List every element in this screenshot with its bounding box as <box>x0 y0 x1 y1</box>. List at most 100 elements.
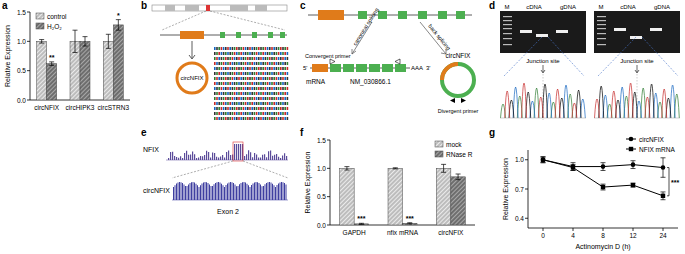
point <box>601 185 605 189</box>
gel-band <box>536 34 548 37</box>
chromosome-band <box>165 5 175 11</box>
ladder-band <box>597 20 606 21</box>
exon <box>318 10 344 20</box>
annotation: *** <box>671 179 679 186</box>
exon <box>343 64 354 72</box>
category-label: circHIPK3 <box>66 104 95 111</box>
error-cap <box>393 168 398 169</box>
exon <box>180 31 204 39</box>
mrna-label: mRNA <box>306 78 326 85</box>
gel <box>594 11 680 53</box>
error-line <box>108 34 109 48</box>
error-cap <box>631 160 636 161</box>
error-cap <box>83 36 88 37</box>
point <box>631 183 635 187</box>
category-label: circNFIX <box>34 104 60 111</box>
sequence-text <box>214 47 288 120</box>
panel-d: McDNAgDNAJunction siteMcDNAgDNAJunction … <box>500 4 680 120</box>
error-cap <box>393 167 398 168</box>
ladder-band <box>597 28 606 29</box>
ladder-band <box>503 33 512 34</box>
y-tick <box>327 196 330 197</box>
x-tick-label: 8 <box>601 232 605 239</box>
arrow <box>635 65 639 73</box>
junction-label: Junction site <box>526 58 560 64</box>
zoom-line <box>243 161 288 178</box>
primer-label: Divergent primer <box>438 108 479 114</box>
error-cap <box>407 222 412 223</box>
error-bar <box>456 174 461 180</box>
y-tick <box>327 140 330 141</box>
marks <box>340 164 466 225</box>
marks <box>37 20 124 100</box>
x-tick <box>573 228 574 231</box>
accession: NM_030866.1 <box>350 78 391 86</box>
marker-label: M <box>599 4 604 10</box>
x-tick-label: 12 <box>629 232 637 239</box>
exon <box>236 32 241 38</box>
zoom-line <box>210 11 285 30</box>
chromatogram <box>603 85 675 118</box>
track-base <box>166 160 288 161</box>
error-bar <box>344 167 349 170</box>
y-tick-label: 1.0 <box>317 165 326 172</box>
error-bar <box>631 161 636 169</box>
y-tick-label: 0.5 <box>317 193 326 200</box>
x-tick-label: 0 <box>541 232 545 239</box>
ladder-band <box>503 20 512 21</box>
chromatogram-base <box>500 118 586 119</box>
panel-letter: c <box>300 0 306 11</box>
error-bar <box>601 184 606 190</box>
point <box>571 164 576 169</box>
error-cap <box>571 164 576 165</box>
lane-label: gDNA <box>654 4 670 10</box>
chromatogram <box>607 88 679 118</box>
ladder-band <box>503 44 512 45</box>
error-cap <box>116 19 121 20</box>
error-bar <box>631 183 636 187</box>
error-cap <box>631 168 636 169</box>
y-tick <box>327 168 330 169</box>
point <box>661 194 665 198</box>
exon <box>398 11 407 19</box>
error-cap <box>83 46 88 47</box>
significance: *** <box>406 215 414 222</box>
zoom-line <box>598 37 636 76</box>
chromosome-band <box>255 5 267 11</box>
error-bar <box>441 164 446 172</box>
y-axis-label: Relative Expression <box>4 25 12 87</box>
y-tick-label: 1.5 <box>317 137 326 144</box>
panel-letter: d <box>489 0 495 11</box>
error-bar <box>571 165 576 171</box>
exon <box>358 11 367 19</box>
arrow <box>541 65 545 73</box>
exon <box>382 64 393 72</box>
error-cap <box>601 162 606 163</box>
marks <box>541 157 666 200</box>
bar <box>354 224 369 225</box>
x-axis-label: Actinomycin D (h) <box>575 243 630 251</box>
exon <box>356 64 367 72</box>
error-cap <box>407 223 412 224</box>
gel-band <box>630 36 642 39</box>
error-line <box>458 174 459 180</box>
zoom-line <box>642 37 678 76</box>
error-cap <box>601 184 606 185</box>
circle-label: circNFIX <box>181 75 204 81</box>
circ-rna <box>442 64 474 96</box>
error-cap <box>344 170 349 171</box>
exon <box>378 11 387 19</box>
y-tick <box>27 100 30 101</box>
error-line <box>75 30 76 52</box>
primer <box>395 59 400 64</box>
legend-label: NFIX mRNA <box>639 146 675 153</box>
error-bar <box>661 192 666 200</box>
figure: abcdefg0.00.51.01.5Relative Expressionci… <box>0 0 685 254</box>
point <box>601 164 606 169</box>
error-cap <box>106 34 111 35</box>
y-tick-label: 0.0 <box>317 222 326 229</box>
error-cap <box>601 189 606 190</box>
gel-band <box>556 30 568 33</box>
ladder-band <box>597 24 606 25</box>
line-chart: 0.40.71.00481224Relative ExpressionActin… <box>502 136 679 252</box>
